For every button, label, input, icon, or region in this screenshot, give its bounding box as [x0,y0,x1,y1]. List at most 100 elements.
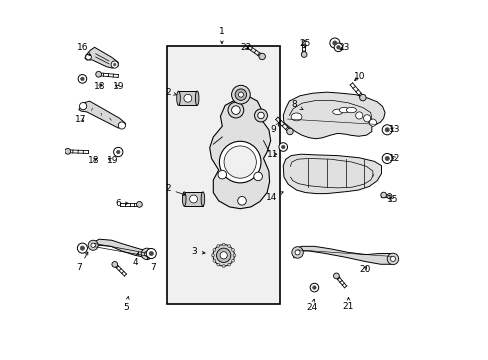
Circle shape [233,254,235,257]
Text: 6: 6 [115,199,128,208]
Polygon shape [91,239,149,257]
Circle shape [227,102,244,118]
Circle shape [231,248,234,251]
Circle shape [216,248,230,262]
Circle shape [382,125,391,135]
Text: 18: 18 [93,82,105,91]
Circle shape [219,141,261,183]
Circle shape [91,243,95,247]
Circle shape [359,94,366,101]
Ellipse shape [339,107,348,113]
Circle shape [65,148,70,154]
Circle shape [118,122,125,129]
Polygon shape [79,101,125,128]
Text: 3: 3 [191,247,204,256]
Circle shape [231,259,234,262]
Circle shape [301,51,306,57]
Circle shape [212,248,215,251]
Circle shape [231,85,250,104]
Circle shape [368,119,376,126]
Circle shape [291,247,303,258]
Text: 12: 12 [388,154,400,163]
Text: 4: 4 [132,252,139,267]
Circle shape [211,254,214,257]
Text: 7: 7 [147,257,156,273]
Circle shape [212,259,215,262]
Polygon shape [283,154,381,194]
Text: 5: 5 [123,297,129,312]
Circle shape [136,202,142,207]
Text: 2: 2 [164,184,185,195]
Circle shape [113,63,116,66]
Circle shape [384,128,388,132]
Text: 8: 8 [291,100,303,110]
Polygon shape [283,92,384,139]
Circle shape [329,38,339,48]
Circle shape [224,146,256,178]
Bar [178,91,197,105]
Circle shape [80,103,86,110]
Text: 17: 17 [74,114,86,123]
Circle shape [237,197,246,205]
Circle shape [111,61,118,68]
Circle shape [254,109,267,122]
Circle shape [222,243,224,246]
Ellipse shape [346,107,356,113]
Circle shape [218,170,226,179]
Text: 16: 16 [77,43,90,56]
Circle shape [217,263,219,266]
Bar [184,192,203,206]
Circle shape [386,194,391,199]
Bar [167,45,280,304]
Circle shape [278,143,287,151]
Circle shape [146,248,156,258]
Text: 25: 25 [299,39,310,48]
Circle shape [355,112,362,119]
Circle shape [78,75,86,83]
Text: 15: 15 [386,195,398,204]
Ellipse shape [332,109,342,114]
Text: 2: 2 [164,87,176,96]
Text: 19: 19 [106,156,118,165]
Circle shape [238,92,243,97]
Ellipse shape [290,113,301,121]
Circle shape [183,94,191,102]
Text: 11: 11 [266,150,278,159]
Circle shape [363,115,370,122]
Ellipse shape [201,192,204,206]
Circle shape [77,243,87,253]
Circle shape [227,263,230,266]
Circle shape [312,286,316,289]
Circle shape [149,251,153,256]
Text: 10: 10 [353,72,364,81]
Circle shape [220,252,227,259]
Circle shape [286,128,293,135]
Circle shape [212,244,234,266]
Polygon shape [85,47,118,68]
Circle shape [112,261,118,267]
Polygon shape [209,96,270,209]
Circle shape [80,246,84,250]
Circle shape [81,77,84,81]
Circle shape [116,150,120,154]
Circle shape [217,244,219,247]
Circle shape [389,256,395,261]
Circle shape [113,147,122,157]
Circle shape [281,145,285,149]
Circle shape [227,244,230,247]
Circle shape [231,106,240,114]
Circle shape [333,43,342,51]
Circle shape [336,45,340,49]
Text: 22: 22 [240,43,251,52]
Circle shape [380,192,386,198]
Circle shape [384,156,388,161]
Circle shape [96,71,102,77]
Circle shape [85,54,91,60]
Text: 9: 9 [270,123,279,134]
Circle shape [257,112,264,119]
Text: 19: 19 [112,82,124,91]
Circle shape [222,265,224,267]
Text: 7: 7 [77,252,88,273]
Circle shape [189,195,197,203]
Circle shape [309,283,318,292]
